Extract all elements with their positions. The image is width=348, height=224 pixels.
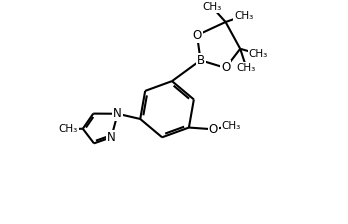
- Text: CH₃: CH₃: [234, 11, 253, 21]
- Text: O: O: [209, 123, 218, 136]
- Text: O: O: [192, 29, 202, 42]
- Text: CH₃: CH₃: [203, 2, 222, 12]
- Text: CH₃: CH₃: [237, 63, 256, 73]
- Text: B: B: [197, 54, 205, 67]
- Text: N: N: [107, 131, 116, 144]
- Text: CH₃: CH₃: [222, 121, 241, 131]
- Text: O: O: [221, 61, 230, 74]
- Text: N: N: [113, 107, 122, 120]
- Text: CH₃: CH₃: [249, 49, 268, 59]
- Text: CH₃: CH₃: [58, 124, 78, 134]
